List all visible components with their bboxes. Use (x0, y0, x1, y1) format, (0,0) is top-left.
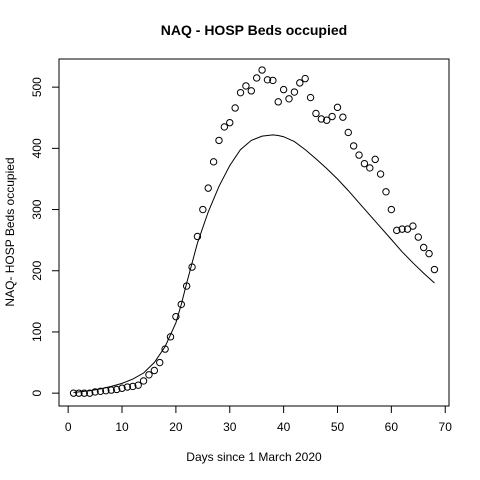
data-point (118, 384, 126, 392)
data-point (403, 225, 412, 233)
data-point (344, 128, 352, 137)
data-point (177, 300, 185, 309)
data-point (317, 115, 326, 123)
data-point (139, 377, 148, 385)
x-tick-label: 20 (169, 420, 183, 434)
data-point (269, 76, 277, 85)
x-tick-label: 70 (439, 420, 453, 434)
x-tick-label: 60 (385, 420, 399, 434)
data-point (209, 158, 218, 166)
data-point (306, 93, 315, 102)
data-point (226, 118, 234, 127)
y-tick-label: 400 (30, 138, 44, 158)
x-axis-label: Days since 1 March 2020 (186, 450, 322, 464)
data-point (312, 109, 320, 118)
data-point (242, 82, 250, 90)
data-point (193, 232, 202, 241)
data-point (333, 103, 342, 112)
x-tick-label: 50 (331, 420, 345, 434)
data-point (86, 389, 94, 397)
data-point (96, 387, 105, 396)
data-point (204, 184, 212, 192)
data-point (172, 312, 180, 321)
data-point (263, 76, 272, 84)
data-point (145, 371, 153, 379)
data-point (69, 389, 78, 397)
data-point (328, 112, 336, 121)
plot-frame (58, 58, 450, 407)
data-point (382, 188, 390, 196)
data-point (123, 383, 132, 391)
data-point (215, 136, 223, 145)
data-point (285, 95, 293, 103)
data-point (75, 389, 83, 397)
y-axis-label: NAQ- HOSP Beds occupied (3, 157, 17, 306)
data-point (236, 88, 245, 97)
y-tick-label: 200 (30, 260, 44, 280)
data-point (220, 123, 229, 131)
data-point (279, 85, 288, 94)
chart-title: NAQ - HOSP Beds occupied (161, 22, 347, 38)
data-point (296, 79, 304, 87)
data-point (393, 226, 401, 235)
data-point (91, 388, 99, 396)
y-tick-label: 100 (30, 322, 44, 342)
data-point (398, 225, 406, 233)
data-point (419, 243, 428, 252)
y-tick-label: 300 (30, 199, 44, 219)
data-point (371, 155, 379, 164)
data-point (430, 265, 439, 274)
series-layer (69, 66, 439, 397)
x-tick-label: 0 (65, 420, 72, 434)
data-point (323, 116, 331, 124)
data-point (366, 164, 374, 172)
x-axis: 0 10 20 30 40 50 60 70 (65, 406, 452, 434)
data-point (290, 88, 299, 96)
data-point (199, 205, 207, 214)
data-point (387, 205, 396, 214)
data-point (355, 151, 363, 159)
data-point (247, 87, 256, 95)
data-point (425, 249, 433, 258)
y-tick-label: 0 (30, 389, 44, 396)
data-point (231, 104, 239, 112)
data-point (376, 170, 385, 178)
data-point (80, 389, 89, 397)
x-tick-label: 30 (223, 420, 237, 434)
data-point (360, 159, 369, 168)
data-point (252, 74, 261, 82)
x-tick-label: 40 (277, 420, 291, 434)
x-tick-label: 10 (115, 420, 129, 434)
data-point (129, 382, 137, 391)
data-point (301, 74, 309, 83)
data-point (150, 366, 159, 375)
data-point (339, 113, 347, 121)
data-point (409, 222, 417, 230)
data-point (112, 385, 121, 394)
series-line (73, 134, 435, 393)
data-point (349, 142, 358, 150)
data-point (134, 381, 142, 389)
y-axis: 0 100 200 300 400 500 (30, 77, 59, 396)
data-point (414, 233, 422, 241)
data-point (274, 98, 282, 106)
data-point (156, 358, 164, 367)
data-point (258, 66, 266, 74)
y-tick-label: 500 (30, 77, 44, 97)
